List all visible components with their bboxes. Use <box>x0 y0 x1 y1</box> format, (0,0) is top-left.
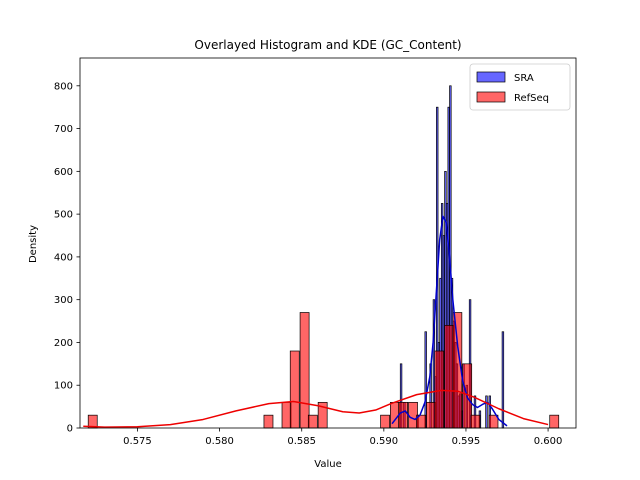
legend-label-refseq: RefSeq <box>514 93 549 104</box>
y-tick-label-3: 300 <box>54 295 73 306</box>
bar-refseq-3 <box>289 350 300 429</box>
y-tick-label-2: 200 <box>54 338 73 349</box>
bar-refseq-13 <box>434 350 445 429</box>
y-tick-label-5: 500 <box>54 210 73 221</box>
bar-sra-30 <box>501 331 505 429</box>
y-tick-label-0: 0 <box>67 424 73 435</box>
y-tick-label-8: 800 <box>54 81 73 92</box>
bar-refseq-19 <box>549 414 560 429</box>
bar-refseq-10 <box>408 401 418 429</box>
bar-refseq-9 <box>398 401 408 429</box>
y-tick-label-1: 100 <box>54 381 73 392</box>
chart-title: Overlayed Histogram and KDE (GC_Content) <box>194 38 461 52</box>
bar-refseq-4 <box>299 312 310 429</box>
y-tick-label-7: 700 <box>54 124 73 135</box>
y-tick-label-4: 400 <box>54 252 73 263</box>
legend-swatch-sra <box>476 71 506 83</box>
x-axis-label: Value <box>314 459 341 470</box>
bar-refseq-5 <box>307 414 318 429</box>
x-tick-label-4: 0.595 <box>452 436 481 447</box>
y-axis-label: Density <box>28 225 39 263</box>
plot-frame <box>79 57 577 429</box>
x-tick-label-2: 0.585 <box>287 436 316 447</box>
bar-refseq-7 <box>380 414 390 429</box>
legend-label-sra: SRA <box>514 73 534 84</box>
kde-line-sra <box>391 215 508 427</box>
x-tick-label-1: 0.580 <box>205 436 234 447</box>
legend-swatch-refseq <box>476 91 506 103</box>
bar-sra-28 <box>485 395 488 429</box>
y-tick-label-6: 600 <box>54 167 73 178</box>
x-tick-label-5: 0.600 <box>534 436 563 447</box>
series-refseq-bars <box>87 312 560 429</box>
kde-line-refseq <box>83 389 549 428</box>
bar-refseq-17 <box>470 414 481 429</box>
x-axis: 0.575 0.580 0.585 0.590 0.595 0.600 <box>123 428 562 447</box>
y-axis: 0 100 200 300 400 500 600 700 800 <box>54 81 80 435</box>
x-tick-label-3: 0.590 <box>370 436 399 447</box>
plot-area <box>79 57 577 429</box>
bar-refseq-2 <box>281 401 292 429</box>
legend: SRA RefSeq <box>469 63 571 111</box>
bar-refseq-12 <box>426 401 436 429</box>
bar-refseq-14 <box>444 324 454 429</box>
bar-refseq-1 <box>263 414 274 429</box>
x-tick-label-0: 0.575 <box>123 436 152 447</box>
